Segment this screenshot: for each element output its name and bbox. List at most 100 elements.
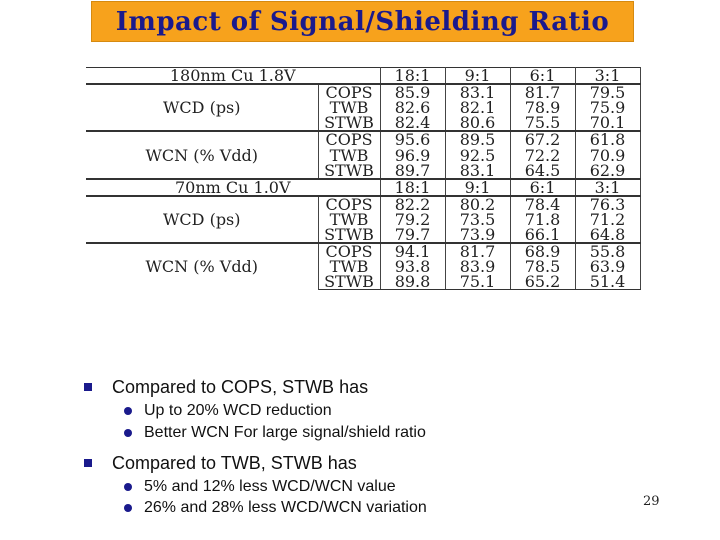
column-header: 6:1 [510, 177, 576, 196]
sub-bullet-item: Better WCN For large signal/shield ratio [124, 424, 426, 442]
method-label: TWB [318, 259, 381, 275]
method-label: TWB [318, 147, 381, 163]
value-cell: 75.1 [445, 274, 511, 291]
method-label: COPS [318, 242, 381, 260]
value-cell: 89.8 [380, 274, 446, 291]
method-label: TWB [318, 211, 381, 227]
method-label: STWB [318, 162, 381, 179]
method-label: STWB [318, 115, 381, 132]
value-cell: 82.2 [380, 194, 446, 212]
round-bullet-icon [124, 504, 132, 512]
value-cell: 75.5 [510, 115, 576, 132]
value-cell: 51.4 [575, 274, 641, 291]
value-cell: 70.9 [575, 147, 641, 163]
sub-bullet-item: Up to 20% WCD reduction [124, 402, 332, 420]
metric-group-label: WCN (% Vdd) [86, 130, 319, 179]
value-cell: 78.4 [510, 194, 576, 212]
value-cell: 61.8 [575, 130, 641, 148]
value-cell: 83.1 [445, 162, 511, 179]
value-cell: 75.9 [575, 100, 641, 116]
method-label: COPS [318, 83, 381, 101]
sub-bullet-text: Up to 20% WCD reduction [144, 402, 332, 419]
method-label: COPS [318, 130, 381, 148]
value-cell: 71.8 [510, 211, 576, 227]
bullet-item: Compared to COPS, STWB has [84, 376, 368, 398]
value-cell: 80.6 [445, 115, 511, 132]
value-cell: 73.9 [445, 226, 511, 244]
round-bullet-icon [124, 483, 132, 491]
value-cell: 63.9 [575, 259, 641, 275]
sub-bullet-text: Better WCN For large signal/shield ratio [144, 424, 426, 441]
value-cell: 80.2 [445, 194, 511, 212]
value-cell: 73.5 [445, 211, 511, 227]
bullet-text: Compared to TWB, STWB has [112, 452, 357, 473]
value-cell: 65.2 [510, 274, 576, 291]
value-cell: 67.2 [510, 130, 576, 148]
value-cell: 89.5 [445, 130, 511, 148]
sub-bullet-text: 26% and 28% less WCD/WCN variation [144, 499, 427, 516]
value-cell: 93.8 [380, 259, 446, 275]
section-header-label: 70nm Cu 1.0V [86, 177, 381, 196]
sub-bullet-text: 5% and 12% less WCD/WCN value [144, 478, 396, 495]
value-cell: 82.4 [380, 115, 446, 132]
metric-group-label: WCD (ps) [86, 83, 319, 132]
section-header-label: 180nm Cu 1.8V [86, 67, 381, 85]
round-bullet-icon [124, 429, 132, 437]
value-cell: 62.9 [575, 162, 641, 179]
bullet-item: Compared to TWB, STWB has [84, 452, 357, 474]
bullet-text: Compared to COPS, STWB has [112, 376, 369, 397]
value-cell: 78.5 [510, 259, 576, 275]
column-header: 9:1 [445, 67, 511, 85]
value-cell: 68.9 [510, 242, 576, 260]
value-cell: 72.2 [510, 147, 576, 163]
square-bullet-icon [84, 383, 92, 392]
square-bullet-icon [84, 459, 92, 468]
method-label: STWB [318, 274, 381, 291]
slide-title: Impact of Signal/Shielding Ratio [91, 1, 634, 42]
method-label: STWB [318, 226, 381, 244]
column-header: 18:1 [380, 67, 446, 85]
value-cell: 83.1 [445, 83, 511, 101]
value-cell: 66.1 [510, 226, 576, 244]
value-cell: 82.6 [380, 100, 446, 116]
value-cell: 92.5 [445, 147, 511, 163]
value-cell: 81.7 [445, 242, 511, 260]
value-cell: 79.5 [575, 83, 641, 101]
value-cell: 96.9 [380, 147, 446, 163]
value-cell: 83.9 [445, 259, 511, 275]
value-cell: 95.6 [380, 130, 446, 148]
round-bullet-icon [124, 407, 132, 415]
value-cell: 82.1 [445, 100, 511, 116]
sub-bullet-item: 26% and 28% less WCD/WCN variation [124, 499, 427, 517]
sub-bullet-item: 5% and 12% less WCD/WCN value [124, 478, 396, 496]
value-cell: 71.2 [575, 211, 641, 227]
value-cell: 78.9 [510, 100, 576, 116]
method-label: COPS [318, 194, 381, 212]
value-cell: 79.7 [380, 226, 446, 244]
value-cell: 55.8 [575, 242, 641, 260]
metric-group-label: WCN (% Vdd) [86, 242, 319, 290]
value-cell: 85.9 [380, 83, 446, 101]
value-cell: 89.7 [380, 162, 446, 179]
value-cell: 64.8 [575, 226, 641, 244]
column-header: 18:1 [380, 177, 446, 196]
value-cell: 70.1 [575, 115, 641, 132]
method-label: TWB [318, 100, 381, 116]
column-header: 6:1 [510, 67, 576, 85]
